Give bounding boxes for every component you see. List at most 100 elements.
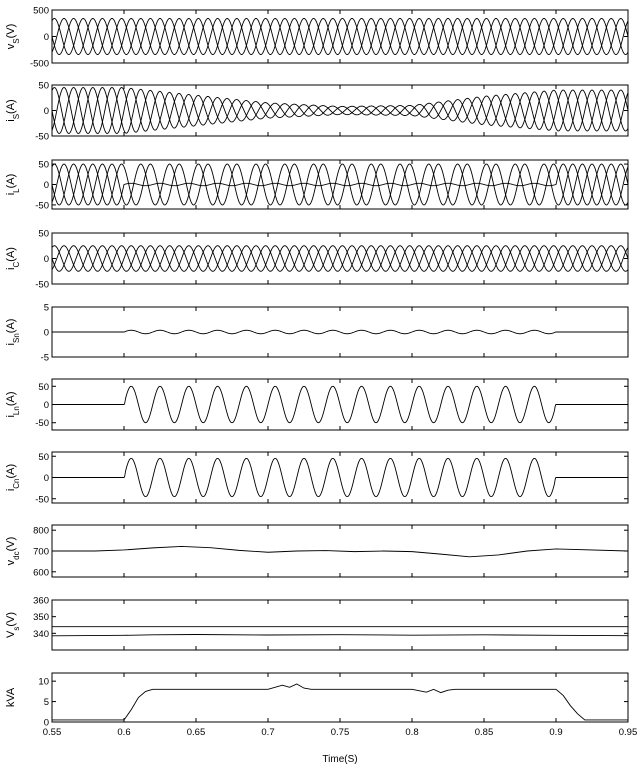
series-line-is-phase-1 — [52, 87, 628, 134]
y-label-subscript: Cn — [12, 478, 21, 488]
series-line-vs-phase-2 — [52, 18, 628, 55]
traces-il — [52, 163, 628, 206]
y-axis-label: iLn(A) — [5, 391, 21, 417]
x-tick-label: 0.85 — [475, 727, 494, 738]
y-tick-label: -50 — [35, 280, 49, 291]
panel-frame — [51, 599, 629, 651]
traces-vs — [52, 18, 628, 55]
panel-frame — [51, 159, 629, 210]
y-tick-label: 50 — [38, 81, 49, 92]
series-line-vsmag-2 — [52, 634, 628, 637]
y-tick-label: 0 — [44, 106, 49, 117]
y-tick-label: 0 — [44, 180, 49, 191]
y-label-unit: (A) — [5, 391, 17, 406]
series-line-il-phase-1 — [52, 163, 628, 206]
y-axis-label: iC(A) — [5, 247, 21, 270]
x-axis-label: Time(S) — [322, 754, 357, 765]
y-tick-label: 50 — [38, 452, 49, 463]
y-tick-label: 0 — [44, 32, 49, 43]
y-tick-label: -50 — [35, 132, 49, 143]
y-label-unit: (A) — [5, 464, 17, 479]
y-tick-label: 800 — [33, 526, 49, 537]
y-label-subscript: S — [12, 114, 21, 119]
series-line-il-phase-3 — [52, 163, 628, 206]
y-tick-label: 0 — [44, 254, 49, 265]
x-tick-label: 0.7 — [261, 727, 274, 738]
y-tick-label: 10 — [38, 677, 49, 688]
y-axis-label: kVA — [5, 687, 17, 707]
y-label-subscript: dc — [12, 551, 21, 559]
panel-frame — [51, 9, 629, 64]
y-label-main: i — [5, 415, 17, 417]
y-label-subscript: C — [12, 262, 21, 268]
traces-kva — [52, 683, 628, 721]
panel-frame — [51, 524, 629, 578]
y-label-unit: (A) — [5, 99, 17, 114]
traces-ic — [52, 245, 628, 272]
panel-kva: 10 5 00.55 0.6 0.65 0.7 0.75 0.8 0.85 0.9 0.95 kVA — [5, 672, 637, 738]
y-label-main: i — [5, 268, 17, 270]
x-tick-label: 0.55 — [43, 727, 62, 738]
y-tick-label: 600 — [33, 567, 49, 578]
y-label-subscript: L — [12, 188, 21, 193]
panel-frame — [51, 232, 629, 285]
y-axis-label: Vs(V) — [5, 612, 21, 638]
x-tick-label: 0.65 — [187, 727, 206, 738]
traces-vdc — [52, 545, 628, 558]
panel-vdc: 800 700 600 vdc(V) — [5, 524, 629, 578]
panel-vsmag: 360 350 340 Vs(V) — [5, 596, 629, 651]
series-line-kva-1 — [52, 683, 628, 721]
y-label-main: v — [5, 559, 17, 565]
y-label-subscript: Ln — [12, 406, 21, 415]
y-tick-label: -50 — [35, 418, 49, 429]
y-label-unit: (V) — [5, 24, 17, 39]
traces-iln — [52, 385, 628, 424]
y-tick-label: -50 — [35, 494, 49, 505]
y-tick-label: 50 — [38, 160, 49, 171]
traces-is — [52, 87, 628, 134]
series-line-ic-phase-2 — [52, 245, 628, 272]
series-line-is-phase-3 — [52, 87, 628, 134]
y-axis-label: iS(A) — [5, 99, 21, 121]
y-tick-label: 340 — [33, 629, 49, 640]
panel-vs: 500 0 -500 vS(V) — [5, 6, 629, 70]
y-label-unit: (V) — [5, 537, 17, 552]
y-axis-label: vS(V) — [5, 24, 21, 50]
series-line-isn-phase-1 — [52, 329, 628, 335]
y-label-main: kVA — [5, 687, 17, 707]
panel-frame — [51, 84, 629, 137]
y-label-main: i — [5, 489, 17, 491]
y-tick-label: 0 — [44, 400, 49, 411]
y-tick-label: 0 — [44, 473, 49, 484]
y-tick-label: -50 — [35, 200, 49, 211]
y-tick-label: 350 — [33, 612, 49, 623]
y-label-subscript: Sn — [12, 333, 21, 343]
series-line-is-phase-2 — [52, 87, 628, 134]
panels-group: 5000-500vS(V)500-50iS(A)500-50iL(A)500-5… — [5, 6, 637, 739]
panel-icn: 50 0 -50 iCn(A) — [5, 451, 629, 505]
x-tick-label: 0.75 — [331, 727, 350, 738]
y-label-main: i — [5, 193, 17, 195]
series-line-iln-phase-1 — [52, 385, 628, 424]
x-tick-label: 0.9 — [549, 727, 562, 738]
x-tick-label: 0.8 — [405, 727, 418, 738]
y-tick-label: 50 — [38, 229, 49, 240]
panel-frame — [51, 672, 629, 723]
series-line-vs-phase-1 — [52, 18, 628, 55]
traces-vsmag — [52, 626, 628, 637]
y-axis-label: vdc(V) — [5, 537, 21, 566]
y-axis-label: iL(A) — [5, 174, 21, 196]
y-label-main: V — [5, 630, 17, 638]
traces-isn — [52, 329, 628, 335]
y-axis-label: iSn(A) — [5, 319, 21, 346]
panel-frame — [51, 378, 629, 431]
y-label-unit: (A) — [5, 247, 17, 262]
panel-frame — [51, 451, 629, 504]
y-tick-label: -500 — [30, 59, 49, 70]
y-label-unit: (V) — [5, 612, 17, 627]
y-tick-label: 0 — [44, 718, 49, 729]
y-label-subscript: s — [12, 627, 21, 631]
y-label-main: v — [5, 43, 17, 49]
y-tick-label: 700 — [33, 547, 49, 558]
